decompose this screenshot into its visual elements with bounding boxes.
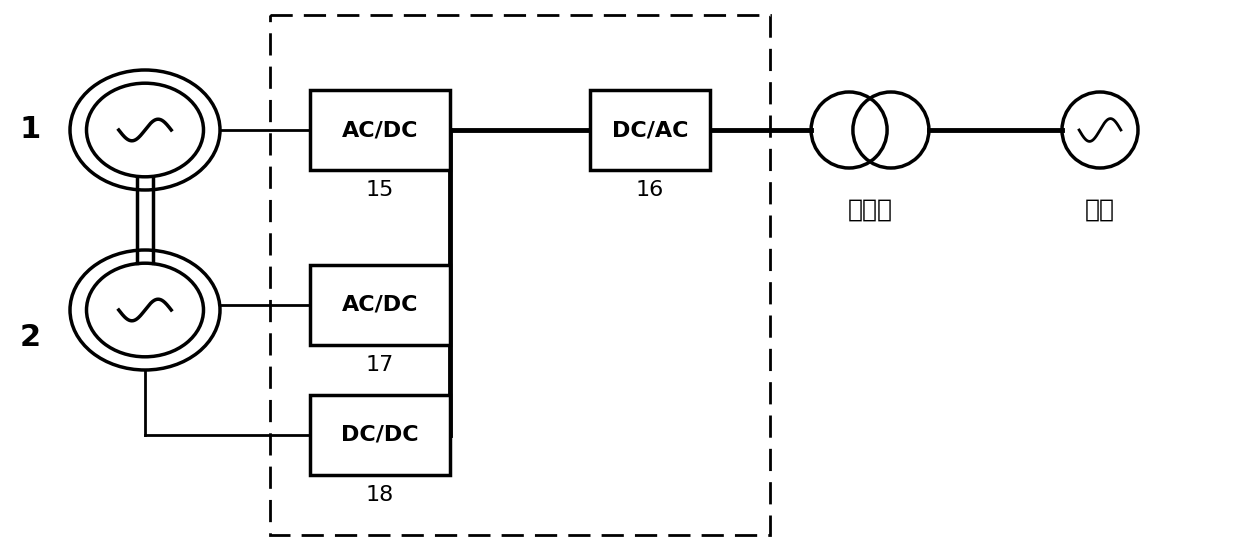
Text: 15: 15 [366,180,394,200]
Text: AC/DC: AC/DC [342,295,419,315]
Text: DC/AC: DC/AC [612,120,688,140]
Bar [310,90,450,170]
Text: 18: 18 [366,485,394,505]
Text: 1: 1 [20,116,41,145]
Text: 16: 16 [636,180,664,200]
Text: AC/DC: AC/DC [342,120,419,140]
Text: 变压器: 变压器 [847,198,892,222]
Text: 电网: 电网 [1085,198,1115,222]
Bar [310,395,450,475]
Text: 17: 17 [366,355,394,375]
Text: DC/DC: DC/DC [341,425,419,445]
Bar [270,15,769,535]
Bar [310,265,450,345]
Bar [590,90,710,170]
Text: 2: 2 [20,324,41,353]
